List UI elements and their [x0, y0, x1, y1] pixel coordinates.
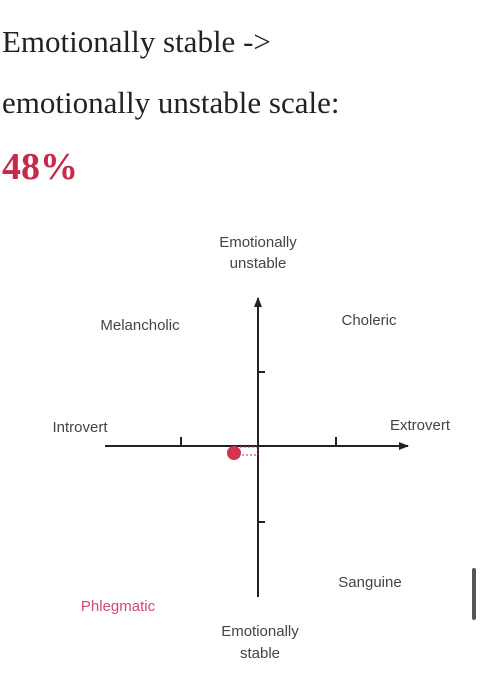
result-value: 48%: [2, 146, 78, 188]
axis-label: Emotionally: [221, 623, 299, 640]
axis-label: stable: [240, 645, 280, 662]
axis-label: Introvert: [52, 419, 108, 436]
axis-label: Extrovert: [390, 417, 451, 434]
position-guide: [240, 446, 259, 456]
heading-line: Emotionally stable ->: [2, 24, 271, 59]
scrollbar[interactable]: [472, 568, 476, 620]
quadrant-label: Phlegmatic: [81, 598, 156, 615]
axis-label: Emotionally: [219, 234, 297, 251]
quadrant-label: Choleric: [341, 312, 397, 329]
position-dot: [227, 446, 241, 460]
axis-label: unstable: [230, 255, 287, 272]
heading-line: emotionally unstable scale:: [2, 85, 340, 120]
quadrant-label: Melancholic: [100, 317, 180, 334]
quadrant-label: Sanguine: [338, 574, 401, 591]
